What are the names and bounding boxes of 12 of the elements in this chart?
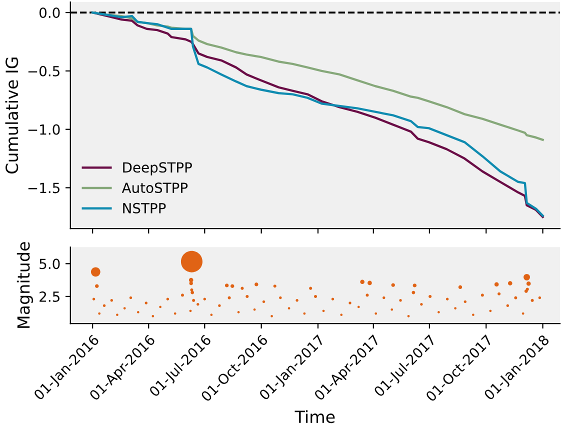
y-tick-label: −1.0 xyxy=(28,124,60,135)
y-tick-label: 0.0 xyxy=(40,8,60,18)
y-tick-label: −0.5 xyxy=(28,66,60,76)
legend-label: AutoSTPP xyxy=(122,182,188,194)
y-tick-label: −1.5 xyxy=(28,182,60,194)
y-axis-title: Cumulative IG xyxy=(5,58,18,174)
y-tick-label: 2.5 xyxy=(40,291,60,302)
legend-label: NSTPP xyxy=(123,202,166,214)
y-axis-title: Magnitude xyxy=(16,242,34,328)
y-tick-label: 5.0 xyxy=(40,258,60,270)
x-axis-title: Time xyxy=(294,410,335,424)
legend-label: DeepSTPP xyxy=(123,162,192,176)
